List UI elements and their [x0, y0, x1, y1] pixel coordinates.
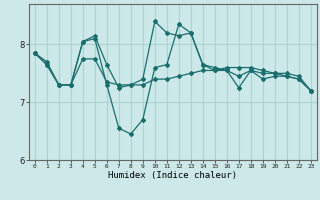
X-axis label: Humidex (Indice chaleur): Humidex (Indice chaleur) — [108, 171, 237, 180]
